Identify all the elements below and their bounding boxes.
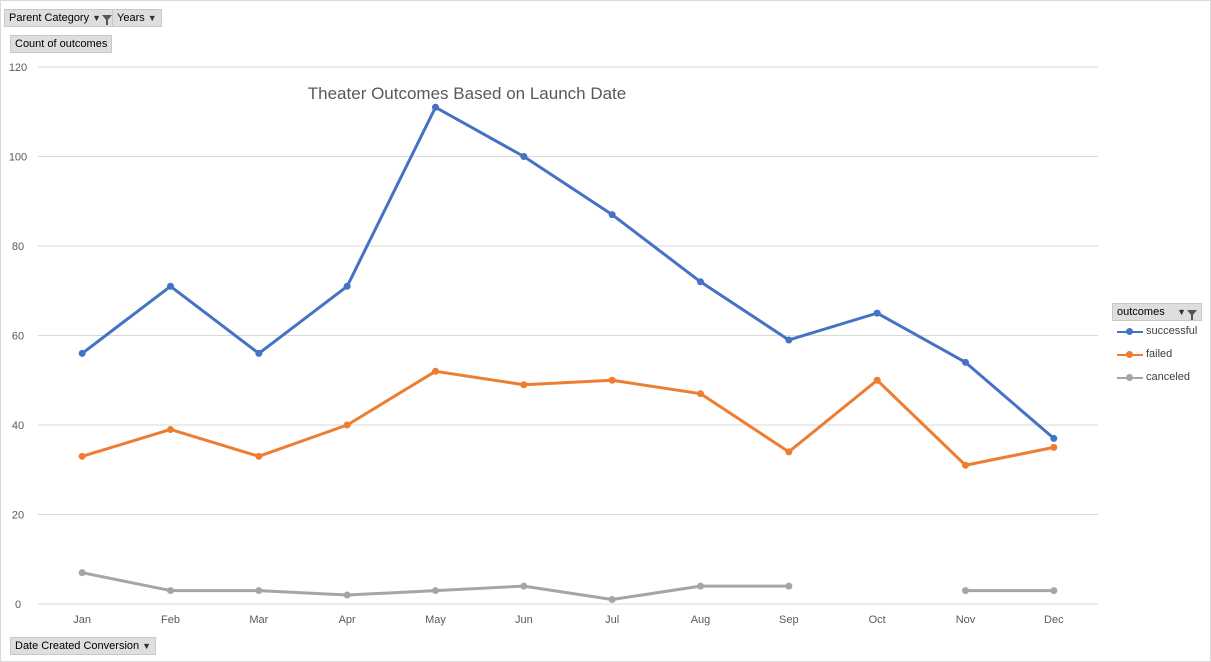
x-tick-label: Oct [869,614,886,626]
series-line-canceled [80,571,791,602]
data-point-canceled[interactable] [343,591,351,599]
data-point-successful[interactable] [785,336,793,344]
legend-marker-dot [1126,374,1133,381]
data-point-successful[interactable] [78,349,86,357]
dropdown-arrow-icon: ▼ [1177,307,1186,317]
y-tick-label: 100 [9,152,27,164]
legend-label: failed [1146,348,1173,360]
y-tick-label: 20 [12,510,24,522]
data-point-successful[interactable] [873,309,881,317]
dropdown-arrow-icon: ▼ [92,13,102,23]
x-tick-label: Aug [691,614,711,626]
dropdown-arrow-icon: ▼ [147,13,157,23]
data-point-successful[interactable] [697,278,704,286]
data-point-failed[interactable] [873,376,881,384]
series-points [78,103,1058,604]
dropdown-arrow-icon: ▼ [142,641,152,651]
data-point-successful[interactable] [343,282,351,290]
data-point-failed[interactable] [1050,443,1058,451]
x-axis-tick-labels: Jan Feb Mar Apr May Jun Jul Aug Sep Oct Nov Dec [73,614,1064,626]
data-point-canceled[interactable] [608,596,616,604]
data-point-successful[interactable] [520,153,528,160]
data-point-failed[interactable] [785,448,793,456]
years-label: Years [117,12,145,24]
y-tick-label: 80 [12,241,24,253]
y-tick-label: 120 [9,62,27,74]
data-point-failed[interactable] [78,452,86,460]
data-point-canceled[interactable] [167,587,174,595]
series-line-failed [80,369,1056,467]
parent-category-label: Parent Category [9,12,90,24]
x-tick-label: Jul [605,614,619,626]
data-point-canceled[interactable] [785,582,793,590]
legend-marker-dot [1126,351,1133,358]
filter-funnel-icon [1187,309,1197,320]
filter-funnel-icon [102,15,113,26]
data-point-successful[interactable] [167,282,174,290]
legend-item-successful[interactable]: successful [1112,321,1202,344]
x-tick-label: Dec [1044,614,1064,626]
x-tick-label: Apr [339,614,356,626]
series-line-successful [80,105,1056,440]
axis-field-label: Date Created Conversion [15,640,140,652]
series-lines [80,105,1056,602]
data-point-failed[interactable] [520,381,528,389]
data-point-successful[interactable] [255,349,263,357]
legend-item-canceled[interactable]: canceled [1112,367,1202,390]
data-point-failed[interactable] [608,376,616,384]
legend-label: canceled [1146,371,1191,383]
data-point-canceled[interactable] [1050,587,1058,595]
value-field-label: Count of outcomes [15,38,108,50]
chart-title: Theater Outcomes Based on Launch Date [308,84,626,103]
data-point-canceled[interactable] [520,582,528,590]
axis-field-button[interactable]: Date Created Conversion ▼ [10,637,157,655]
x-tick-label: Jan [73,614,91,626]
parent-category-filter-button[interactable]: Parent Category ▼ [4,9,118,27]
legend-filter-button[interactable]: outcomes ▼ [1112,303,1202,321]
y-tick-label: 60 [12,331,24,343]
data-point-failed[interactable] [697,390,704,398]
y-axis-tick-labels: 0 20 40 60 80 100 120 [9,62,27,611]
data-point-successful[interactable] [432,103,439,111]
x-tick-label: Mar [249,614,268,626]
x-tick-label: Nov [956,614,976,626]
x-tick-label: May [425,614,446,626]
legend-item-failed[interactable]: failed [1112,344,1202,367]
data-point-failed[interactable] [255,452,263,460]
x-tick-label: Sep [779,614,799,626]
data-point-failed[interactable] [962,461,969,469]
x-tick-label: Jun [515,614,533,626]
data-point-successful[interactable] [962,358,969,366]
y-tick-label: 40 [12,420,24,432]
data-point-canceled[interactable] [78,569,86,577]
data-point-failed[interactable] [167,425,174,433]
data-point-canceled[interactable] [697,582,704,590]
legend-marker-dot [1126,328,1133,335]
legend: outcomes ▼ successful failed canceled [1112,303,1202,390]
gridlines [38,66,1098,605]
legend-field-label: outcomes [1117,306,1165,318]
data-point-canceled[interactable] [432,587,439,595]
data-point-canceled[interactable] [962,587,969,595]
data-point-successful[interactable] [1050,434,1058,442]
data-point-failed[interactable] [432,367,439,375]
legend-label: successful [1146,325,1198,337]
x-tick-label: Feb [161,614,180,626]
y-tick-label: 0 [15,599,21,611]
years-filter-button[interactable]: Years ▼ [112,9,162,27]
value-field-button[interactable]: Count of outcomes [10,35,113,53]
data-point-failed[interactable] [343,421,351,429]
data-point-canceled[interactable] [255,587,263,595]
data-point-successful[interactable] [608,211,616,219]
